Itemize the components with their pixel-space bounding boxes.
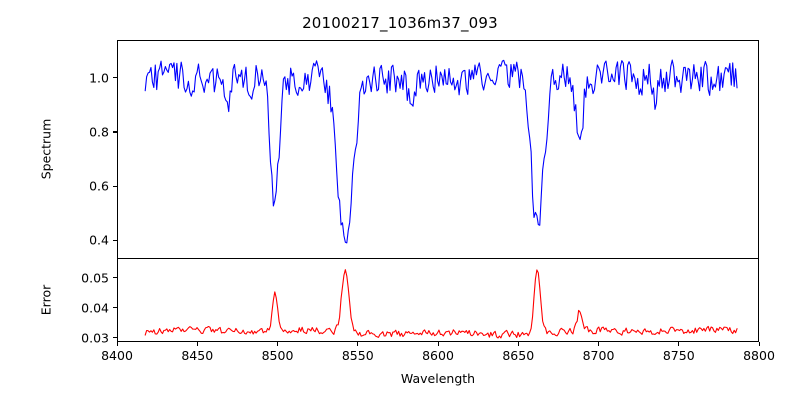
error-y-tick-mark-0 (113, 277, 117, 279)
figure-title: 20100217_1036m37_093 (302, 14, 498, 32)
spectrum-trace (144, 59, 738, 244)
error-y-tick-label-2: 0.03 (81, 330, 109, 345)
error-y-tick-label-1: 0.04 (81, 300, 109, 315)
error-y-tick-mark-2 (113, 337, 117, 339)
error-line-chart (144, 269, 738, 339)
spectrum-plot-panel (117, 40, 759, 259)
x-tick-label-5: 8650 (502, 348, 535, 363)
x-tick-label-2: 8500 (261, 348, 294, 363)
x-tick-mark-1 (196, 342, 198, 346)
x-tick-mark-7 (678, 342, 680, 346)
x-axis-label: Wavelength (400, 371, 476, 386)
spectrum-y-tick-label-2: 0.6 (89, 178, 109, 194)
x-tick-label-4: 8600 (422, 348, 454, 363)
x-tick-mark-8 (758, 342, 760, 346)
x-tick-mark-3 (357, 342, 359, 346)
spectrum-y-tick-label-3: 0.4 (89, 232, 109, 248)
x-tick-label-3: 8550 (341, 348, 374, 363)
error-y-tick-label-0: 0.05 (81, 270, 109, 285)
x-tick-label-0: 8400 (101, 348, 133, 363)
spectrum-line-chart (144, 59, 738, 244)
x-tick-mark-4 (437, 342, 439, 346)
spectrum-y-tick-mark-0 (113, 77, 117, 79)
x-tick-mark-6 (598, 342, 600, 346)
x-tick-label-7: 8750 (662, 348, 695, 363)
x-tick-label-8: 8800 (743, 348, 775, 363)
x-tick-label-6: 8700 (582, 348, 615, 363)
x-tick-mark-0 (116, 342, 118, 346)
error-y-axis-label: Error (38, 284, 54, 316)
x-tick-mark-2 (277, 342, 279, 346)
spectrum-y-tick-label-0: 1.0 (89, 70, 109, 86)
x-tick-label-1: 8450 (181, 348, 214, 363)
spectrum-y-tick-mark-2 (113, 185, 117, 187)
error-plot-panel (117, 258, 759, 342)
spectrum-y-axis-label: Spectrum (38, 118, 54, 180)
spectrum-y-tick-mark-3 (113, 239, 117, 241)
x-tick-mark-5 (517, 342, 519, 346)
error-y-tick-mark-1 (113, 307, 117, 309)
spectrum-y-tick-label-1: 0.8 (89, 124, 109, 140)
spectrum-y-tick-mark-1 (113, 131, 117, 133)
error-trace (144, 269, 738, 339)
